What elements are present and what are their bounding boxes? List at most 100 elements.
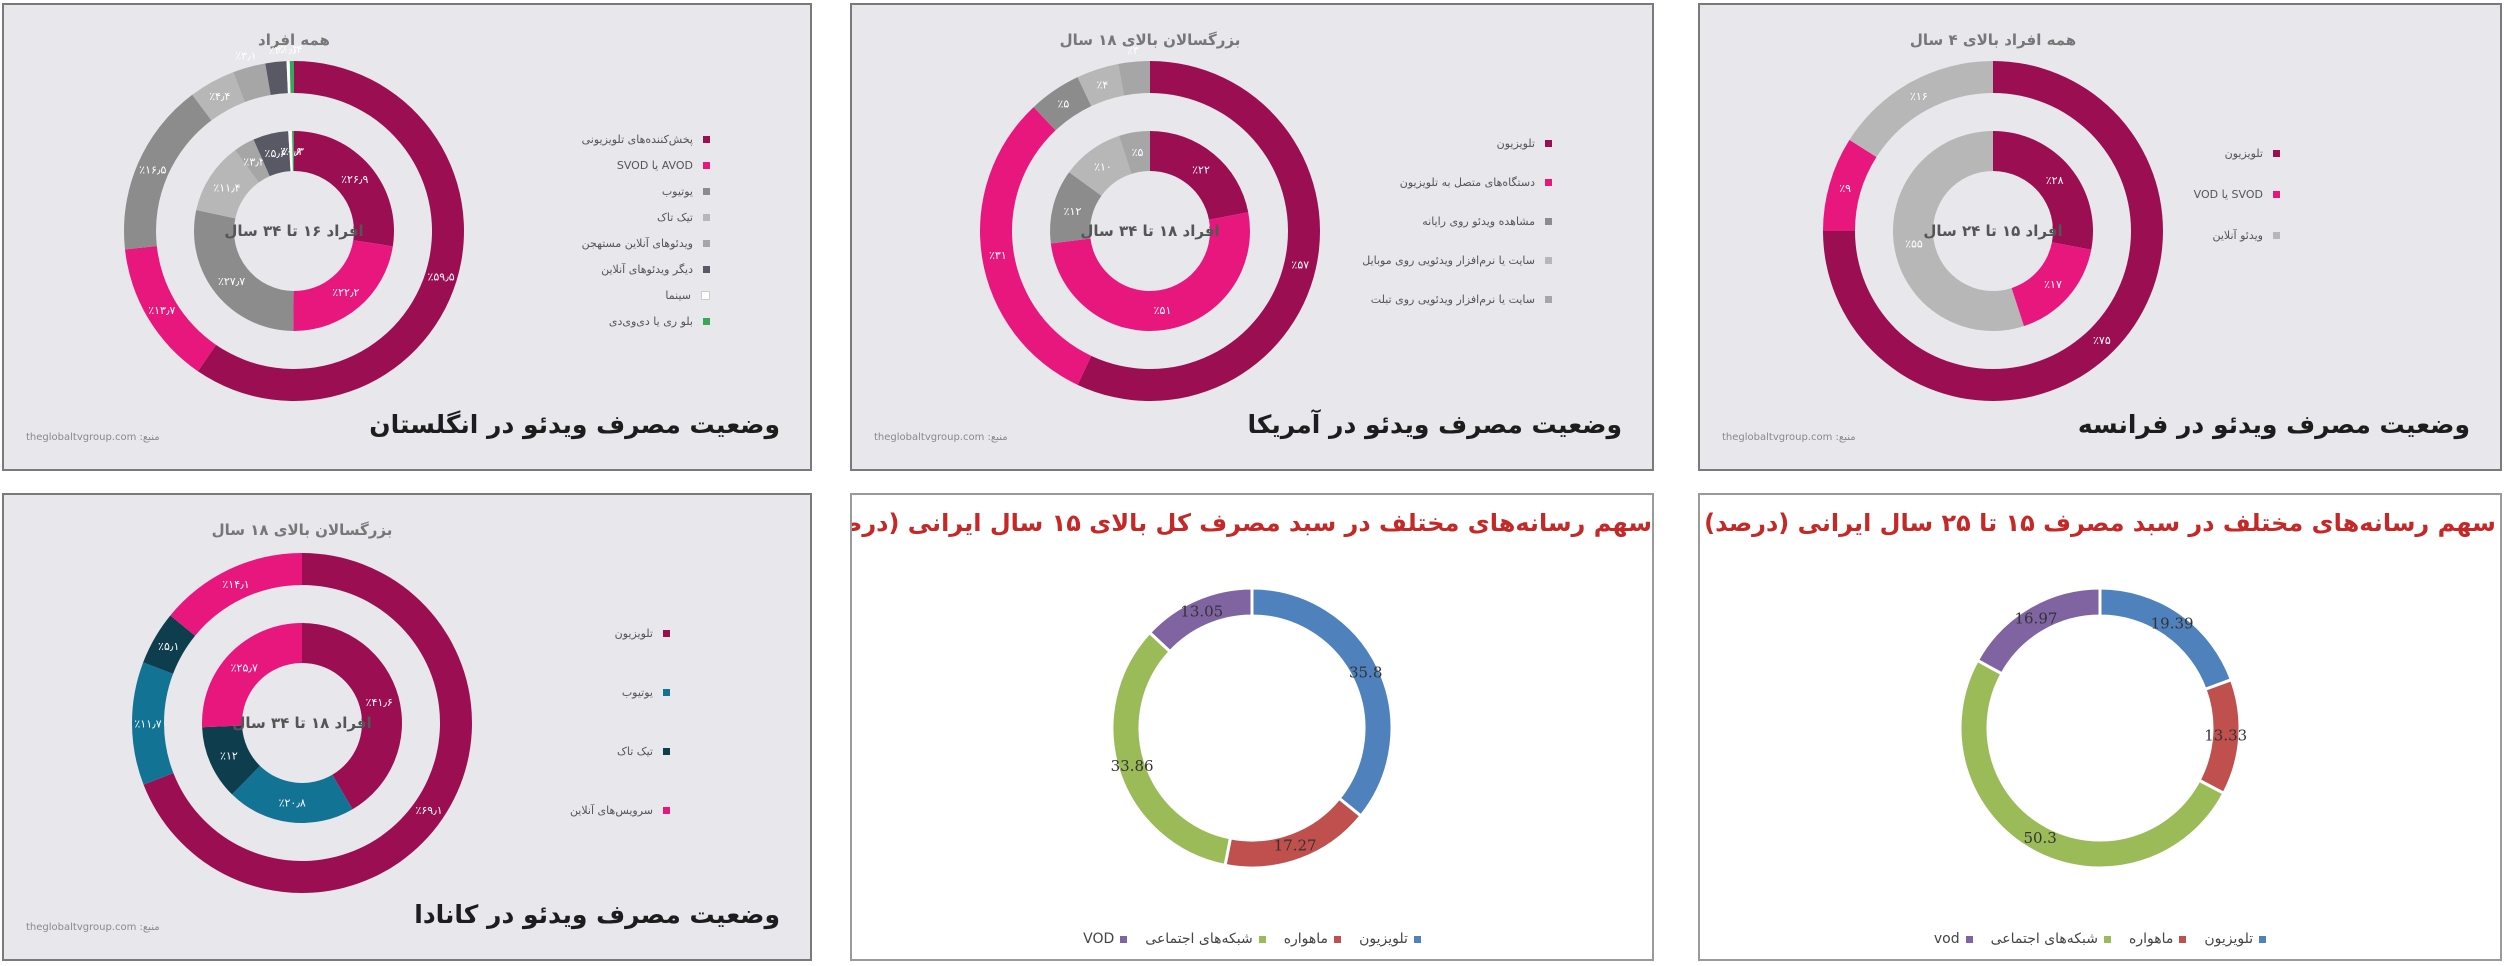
ir15-legend-label: تلویزیون bbox=[1359, 931, 1408, 947]
fr-legend-swatch bbox=[2273, 232, 2280, 239]
uk-legend-label: یوتیوب bbox=[661, 185, 693, 198]
us-legend-swatch bbox=[1545, 257, 1552, 264]
us-legend-item: مشاهده ویدئو روی رایانه bbox=[1362, 215, 1552, 228]
uk-inner-slice-0 bbox=[294, 131, 394, 247]
uk-outer-label-3: ٪۴٫۴ bbox=[209, 90, 230, 103]
uk-legend-swatch bbox=[703, 240, 710, 247]
ca-panel: بزرگسالان بالای ۱۸ سال ٪۶۹٫۱ ٪۱۱٫۷ ٪۵٫۱ ٪۱۴٫… bbox=[2, 493, 812, 961]
ca-legend-swatch bbox=[663, 689, 670, 696]
ir15-legend-item: ماهواره bbox=[1284, 931, 1342, 947]
uk-inner-slice-3 bbox=[196, 150, 259, 219]
uk-legend-item: دیگر ویدئوهای آنلاین bbox=[582, 263, 710, 276]
ir15-legend-item: تلویزیون bbox=[1359, 931, 1421, 947]
fr-inner-label-2: ٪۵۵ bbox=[1905, 238, 1923, 251]
ir15-slice-3 bbox=[1147, 586, 1254, 654]
uk-outer-label-0: ٪۵۹٫۵ bbox=[427, 271, 454, 284]
uk-source: منبع: theglobaltvgroup.com bbox=[26, 432, 160, 443]
ca-outer-slice-2 bbox=[143, 615, 196, 674]
us-legend-swatch bbox=[1545, 140, 1552, 147]
ir25-legend-label: vod bbox=[1933, 931, 1960, 947]
ca-outer-slice-3 bbox=[170, 553, 302, 636]
ir25-legend-swatch bbox=[2259, 935, 2267, 943]
us-title: وضعیت مصرف ویدئو در آمریکا bbox=[1247, 410, 1622, 439]
ca-inner-label-0: ٪۴۱٫۶ bbox=[366, 696, 393, 709]
fr-legend-item: SVOD یا VOD bbox=[2194, 188, 2280, 201]
fr-panel: همه افراد بالای ۴ سال ٪۷۵ ٪۹ ٪۱۶ ٪۲۸ ٪۱۷ ٪۵۵ اف… bbox=[1698, 3, 2502, 471]
uk-outer-slice-4 bbox=[233, 63, 271, 103]
uk-legend-swatch bbox=[703, 318, 710, 325]
ir25-legend-item: تلویزیون bbox=[2204, 931, 2267, 947]
ir25-slice-3 bbox=[1975, 586, 2102, 676]
uk-outer-slice-7 bbox=[289, 61, 294, 94]
fr-source: منبع: theglobaltvgroup.com bbox=[1722, 432, 1856, 443]
ir15-legend-swatch bbox=[1258, 935, 1266, 943]
uk-legend-swatch bbox=[703, 266, 710, 273]
uk-outer-label-7: ٪۰٫۴ bbox=[281, 43, 302, 56]
ir15-legend-label: VOD bbox=[1083, 931, 1115, 947]
ca-inner-label-3: ٪۲۵٫۷ bbox=[231, 662, 258, 675]
fr-inner-label-1: ٪۱۷ bbox=[2044, 278, 2062, 291]
uk-legend-label: ویدئوهای آنلاین مستهجن bbox=[581, 237, 693, 250]
us-outer-label-1: ٪۳۱ bbox=[989, 249, 1007, 262]
ca-outer-series-name: بزرگسالان بالای ۱۸ سال bbox=[212, 521, 393, 539]
ca-inner-slice-0 bbox=[302, 623, 402, 810]
uk-inner-label-4: ٪۳٫۳ bbox=[243, 156, 264, 169]
ir15-slice-1 bbox=[1223, 796, 1364, 870]
uk-inner-label-5: ٪۵٫۶ bbox=[265, 147, 286, 160]
uk-inner-slice-5 bbox=[253, 131, 291, 177]
ir15-legend-label: شبکه‌های اجتماعی bbox=[1145, 931, 1253, 947]
fr-outer-label-1: ٪۹ bbox=[1839, 182, 1851, 195]
ir25-label-0: 19.39 bbox=[2151, 615, 2194, 633]
uk-legend-label: AVOD یا SVOD bbox=[616, 159, 693, 172]
ca-donut-chart: بزرگسالان بالای ۱۸ سال ٪۶۹٫۱ ٪۱۱٫۷ ٪۵٫۱ ٪۱۴٫… bbox=[132, 521, 473, 893]
fr-inner-label-0: ٪۲۸ bbox=[2046, 174, 2064, 187]
ca-legend-label: تیک تاک bbox=[617, 745, 653, 758]
us-inner-slice-4 bbox=[1119, 131, 1150, 174]
us-legend-label: سایت یا نرم‌افزار ویدئویی روی موبایل bbox=[1362, 254, 1535, 267]
uk-outer-slice-6 bbox=[286, 61, 291, 94]
uk-donut-chart: همه افراد٪۵۹٫۵٪۱۳٫۷٪۱۶٫۵٪۴٫۴٪۳٫۱ ٪۲٪۰٫۳٪۰… bbox=[124, 31, 464, 401]
us-panel: بزرگسالان بالای ۱۸ سال ٪۵۷ ٪۳۱ ٪۵ ٪۴ ٪۳ ٪۲۲ ٪۵۱… bbox=[850, 3, 1654, 471]
ca-legend-item: تلویزیون bbox=[570, 627, 670, 640]
fr-inner-slice-2 bbox=[1893, 131, 2024, 332]
us-legend-label: مشاهده ویدئو روی رایانه bbox=[1422, 215, 1535, 228]
uk-outer-label-2: ٪۱۶٫۵ bbox=[139, 164, 166, 177]
us-legend-label: دستگاه‌های متصل به تلویزیون bbox=[1399, 176, 1535, 189]
uk-title: وضعیت مصرف ویدئو در انگلستان bbox=[369, 410, 780, 439]
ir25-slice-0 bbox=[2098, 586, 2234, 692]
us-inner-label-3: ٪۱۰ bbox=[1094, 160, 1112, 173]
fr-legend: تلویزیون SVOD یا VOD ویدئو آنلاین bbox=[2194, 147, 2280, 270]
uk-inner-slice-7 bbox=[292, 131, 294, 172]
uk-inner-slice-1 bbox=[293, 240, 393, 331]
ca-inner-slice-3 bbox=[202, 623, 302, 728]
uk-inner-slice-2 bbox=[194, 209, 294, 331]
ir15-label-3: 13.05 bbox=[1180, 602, 1223, 620]
ir25-panel: سهم رسانه‌های مختلف در سبد مصرف ۱۵ تا ۲۵… bbox=[1698, 493, 2502, 961]
fr-inner-slice-1 bbox=[2011, 242, 2092, 327]
us-legend-swatch bbox=[1545, 296, 1552, 303]
us-legend-item: تلویزیون bbox=[1362, 137, 1552, 150]
uk-outer-slice-5 bbox=[265, 61, 288, 95]
uk-legend-item: پخش‌کننده‌های تلویزیونی bbox=[582, 133, 710, 146]
us-legend-swatch bbox=[1545, 179, 1552, 186]
us-outer-slice-4 bbox=[1118, 61, 1150, 96]
uk-legend-label: پخش‌کننده‌های تلویزیونی bbox=[581, 133, 693, 146]
ir15-label-0: 35.8 bbox=[1349, 664, 1382, 682]
ca-legend-item: یوتیوب bbox=[570, 686, 670, 699]
fr-legend-label: ویدئو آنلاین bbox=[2212, 229, 2263, 242]
uk-legend-swatch bbox=[703, 162, 710, 169]
ir25-legend: تلویزیون ماهواره شبکه‌های اجتماعی vod bbox=[1700, 931, 2500, 947]
uk-legend-label: سینما bbox=[665, 289, 691, 302]
us-outer-series-name: بزرگسالان بالای ۱۸ سال bbox=[1060, 31, 1241, 49]
fr-outer-label-0: ٪۷۵ bbox=[2093, 334, 2111, 347]
fr-legend-label: تلویزیون bbox=[2224, 147, 2263, 160]
us-legend-item: سایت یا نرم‌افزار ویدئویی روی موبایل bbox=[1362, 254, 1552, 267]
ir15-donut-chart: 35.8 17.27 33.86 13.05 bbox=[1110, 586, 1394, 870]
uk-outer-slice-2 bbox=[124, 94, 212, 250]
uk-outer-slice-3 bbox=[192, 72, 245, 121]
ir25-donut-chart: 19.39 13.33 50.3 16.97 bbox=[1958, 586, 2247, 870]
us-inner-label-0: ٪۲۲ bbox=[1192, 163, 1210, 176]
uk-inner-label-1: ٪۲۲٫۲ bbox=[332, 286, 359, 299]
ca-outer-slice-1 bbox=[132, 662, 174, 785]
us-inner-slice-0 bbox=[1150, 131, 1249, 220]
